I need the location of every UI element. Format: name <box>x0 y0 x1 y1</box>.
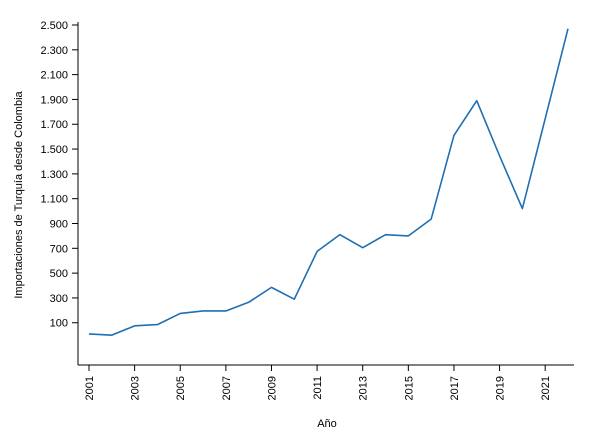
y-axis: 100 300 500 700 900 1.100 1.300 1.500 1.700 1.900… <box>40 20 79 365</box>
x-tick-label: 2005 <box>175 376 187 400</box>
y-tick-label: 900 <box>50 218 68 230</box>
y-tick-label: 100 <box>50 318 68 330</box>
x-tick-label: 2011 <box>312 376 324 400</box>
y-tick-label: 700 <box>50 243 68 255</box>
series-layer <box>88 28 569 336</box>
x-tick-label: 2021 <box>540 376 552 400</box>
x-axis: 2001 2003 2005 2007 2009 2011 2013 2015 2017 2019… <box>78 364 574 400</box>
y-tick-label: 1.700 <box>40 119 68 131</box>
x-tick-label: 2013 <box>358 376 370 400</box>
y-tick-label: 2.100 <box>40 70 68 82</box>
y-tick-label: 1.900 <box>40 94 68 106</box>
y-tick-label: 2.500 <box>40 20 68 32</box>
x-tick-label: 2007 <box>221 376 233 400</box>
series-line-0 <box>88 28 569 336</box>
y-axis-title: Importaciones de Turquía desde Colombia <box>13 90 25 298</box>
x-axis-title: Año <box>317 418 337 430</box>
y-tick-label: 1.300 <box>40 169 68 181</box>
y-tick-label: 1.500 <box>40 144 68 156</box>
y-tick-label: 1.100 <box>40 194 68 206</box>
x-tick-label: 2017 <box>449 376 461 400</box>
x-tick-label: 2009 <box>266 376 278 400</box>
x-tick-label: 2019 <box>495 376 507 400</box>
x-tick-label: 2001 <box>84 376 96 400</box>
x-tick-label: 2003 <box>130 376 142 400</box>
y-tick-label: 500 <box>50 268 68 280</box>
x-tick-label: 2015 <box>403 376 415 400</box>
y-tick-label: 300 <box>50 293 68 305</box>
y-tick-label: 2.300 <box>40 45 68 57</box>
